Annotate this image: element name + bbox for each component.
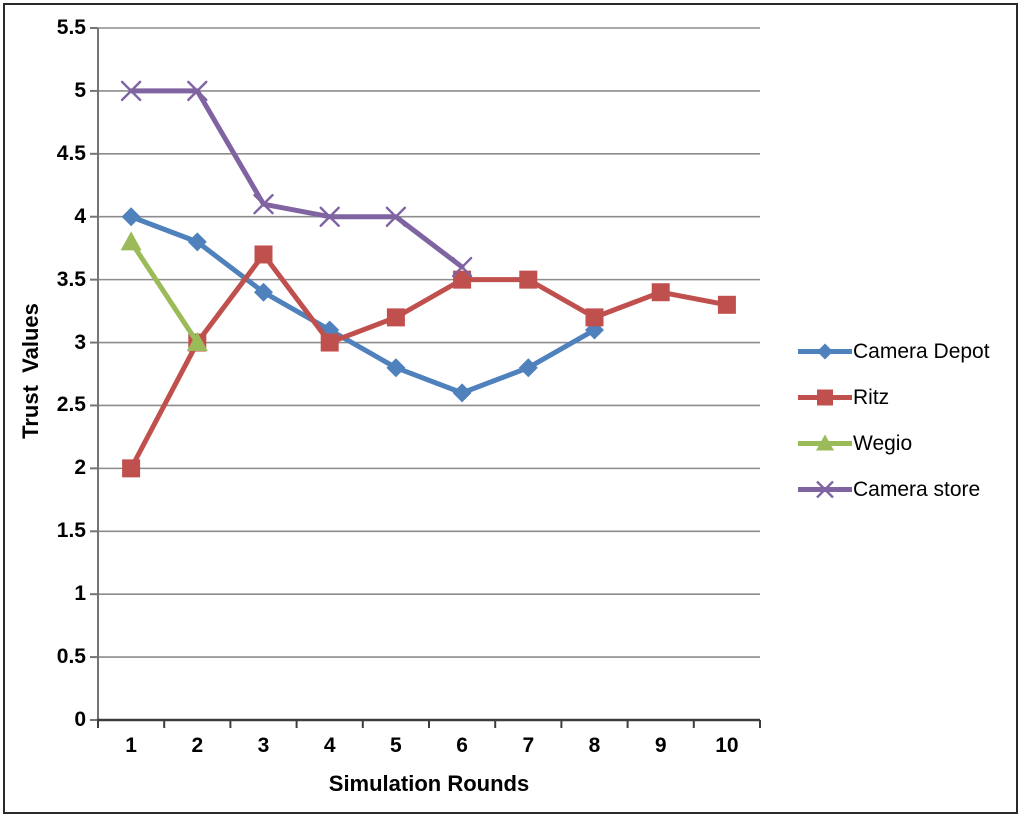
marker-camera-depot-2 (187, 232, 207, 252)
legend-item-wegio: Wegio (797, 431, 990, 456)
marker-camera-store-1 (120, 80, 142, 102)
marker-camera-store-4 (319, 206, 340, 227)
square-marker-icon (798, 389, 852, 406)
marker-ritz-7 (519, 270, 538, 289)
marker-ritz-4 (320, 333, 339, 352)
marker-wegio-1 (120, 231, 142, 251)
marker-ritz-8 (585, 308, 604, 327)
y-tick-label: 0.5 (56, 645, 86, 669)
series-line-ritz (128, 251, 730, 471)
y-tick-label: 3.5 (56, 267, 86, 291)
legend-label: Camera store (853, 477, 981, 501)
legend-item-ritz: Ritz (797, 385, 990, 410)
x-tick-label: 1 (125, 734, 137, 757)
marker-camera-store-5 (385, 206, 407, 227)
y-tick-label: 1 (74, 582, 86, 606)
legend-item-camera-depot: Camera Depot (797, 339, 990, 364)
marker-camera-depot-7 (518, 358, 538, 378)
triangle-marker-icon (798, 434, 852, 451)
marker-ritz-10 (717, 295, 736, 314)
x-tick-label: 7 (522, 734, 535, 757)
y-tick-label: 4 (74, 204, 86, 228)
x-axis-title: Simulation Rounds (328, 771, 530, 796)
marker-ritz-3 (254, 245, 273, 264)
x-tick-label: 9 (654, 734, 667, 757)
x-tick-label: 3 (257, 734, 270, 757)
marker-camera-store-6 (451, 256, 473, 278)
legend-label: Ritz (853, 385, 890, 409)
legend-item-camera-store: Camera store (797, 477, 990, 502)
marker-ritz-1 (122, 459, 141, 478)
diamond-marker-icon (798, 343, 852, 360)
marker-camera-depot-3 (254, 282, 273, 302)
marker-camera-depot-6 (452, 383, 472, 403)
x-tick-label: 10 (715, 734, 739, 757)
legend-label: Camera Depot (853, 339, 990, 363)
x-tick-label: 8 (588, 734, 601, 757)
legend-label: Wegio (853, 431, 913, 455)
x-tick-label: 6 (456, 734, 468, 757)
y-tick-label: 5 (74, 78, 86, 102)
marker-camera-depot-5 (386, 358, 406, 378)
marker-wegio-2 (186, 332, 208, 352)
x-tick-label: 4 (323, 734, 336, 757)
marker-ritz-6 (453, 270, 472, 289)
x-tick-label: 5 (390, 734, 402, 757)
series-line-wegio (128, 239, 200, 346)
marker-camera-store-3 (253, 193, 274, 215)
y-tick-label: 5.5 (56, 16, 86, 39)
x-tick-label: 2 (191, 734, 204, 757)
y-axis-title: Trust Values (18, 303, 43, 439)
chart-legend: Camera Depot Ritz Wegio Camera store (797, 339, 990, 502)
x-marker-icon (798, 480, 852, 499)
marker-ritz-9 (651, 283, 670, 302)
marker-camera-store-2 (187, 80, 208, 102)
y-tick-label: 1.5 (56, 519, 86, 543)
marker-ritz-5 (386, 308, 405, 327)
y-tick-label: 0 (74, 708, 86, 731)
y-tick-label: 4.5 (56, 141, 86, 165)
figure-border (3, 3, 1018, 814)
y-tick-label: 2 (74, 456, 86, 480)
marker-camera-depot-1 (121, 207, 141, 227)
series-line-camera-depot (128, 214, 597, 396)
series-line-camera-store (128, 88, 465, 270)
y-tick-label: 3 (74, 330, 86, 354)
y-tick-label: 2.5 (56, 393, 86, 417)
